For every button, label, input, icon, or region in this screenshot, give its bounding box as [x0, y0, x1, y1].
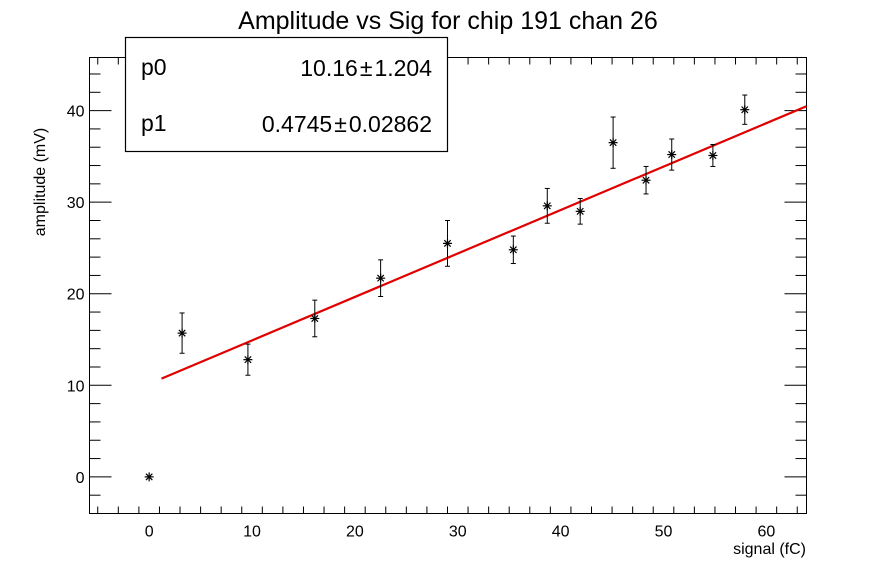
stats-p0-name: p0 — [141, 54, 167, 80]
x-tick-label: 10 — [243, 524, 261, 541]
point-marker — [244, 356, 252, 364]
x-tick-label: 60 — [757, 524, 775, 541]
data-point — [641, 165, 651, 195]
fit-line — [161, 105, 807, 380]
x-axis-label: signal (fC) — [733, 541, 806, 558]
data-point — [508, 235, 518, 265]
point-marker — [509, 246, 517, 254]
stats-p0-value: 10.16±1.204 — [300, 55, 432, 81]
point-marker — [145, 473, 153, 481]
stats-p0-error: 1.204 — [374, 55, 432, 81]
fit-layer — [161, 105, 807, 380]
data-points — [144, 94, 750, 482]
x-tick-label: 30 — [449, 524, 467, 541]
data-point — [376, 259, 386, 297]
data-point — [310, 299, 320, 338]
y-tick-label: 40 — [67, 104, 85, 121]
data-point — [740, 94, 750, 125]
data-point — [177, 312, 187, 354]
point-marker — [543, 202, 551, 210]
x-tick-label: 50 — [655, 524, 673, 541]
stats-p1-plus-minus: ± — [334, 111, 347, 137]
point-marker — [311, 314, 319, 323]
data-point — [243, 343, 253, 376]
point-marker — [443, 239, 452, 248]
y-axis-label: amplitude (mV) — [32, 128, 49, 236]
data-point — [542, 187, 552, 224]
y-tick-label: 30 — [67, 195, 85, 212]
stats-p1-name: p1 — [141, 110, 167, 136]
x-tick-label: 40 — [552, 524, 570, 541]
data-point — [442, 219, 452, 267]
y-tick-label: 0 — [76, 470, 85, 487]
stats-box-frame — [124, 36, 449, 153]
y-axis: 0 10 20 30 40 — [67, 73, 807, 514]
point-marker — [741, 106, 749, 114]
chart-title: Amplitude vs Sig for chip 191 chan 26 — [238, 7, 658, 35]
stats-p1-error: 0.02862 — [349, 111, 432, 137]
stats-p1-estimate: 0.4745 — [262, 111, 332, 137]
stats-p1-value: 0.4745±0.02862 — [262, 111, 432, 137]
data-point — [575, 198, 585, 225]
point-marker — [668, 150, 676, 159]
data-point — [144, 472, 154, 482]
x-tick-label: 0 — [145, 524, 154, 541]
data-point — [667, 138, 677, 171]
stats-p0-estimate: 10.16 — [300, 55, 358, 81]
point-marker — [376, 274, 385, 282]
fit-stats-box: p0 10.16±1.204 p1 0.4745±0.02862 — [124, 36, 449, 153]
x-tick-label: 20 — [346, 524, 364, 541]
point-marker — [642, 176, 650, 184]
point-marker — [178, 329, 186, 337]
data-point — [608, 116, 618, 169]
point-marker — [576, 207, 584, 215]
point-marker — [709, 151, 717, 160]
y-tick-label: 20 — [67, 287, 85, 304]
stats-p0-plus-minus: ± — [360, 55, 373, 81]
point-marker — [609, 139, 617, 147]
data-point — [708, 143, 718, 167]
y-tick-label: 10 — [67, 378, 85, 395]
